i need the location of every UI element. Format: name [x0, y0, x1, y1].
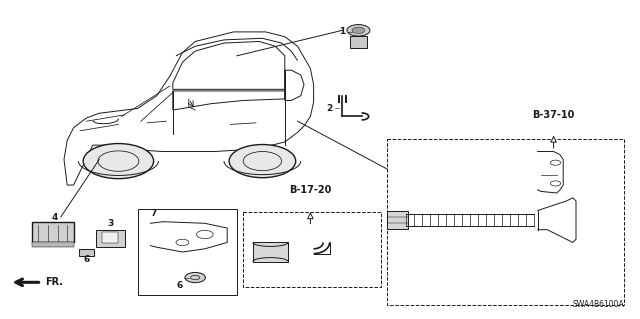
Bar [350, 36, 367, 48]
Circle shape [352, 27, 365, 33]
Bar [96, 230, 125, 247]
Text: SWA4B6100A: SWA4B6100A [572, 300, 624, 309]
Bar [32, 222, 74, 242]
Circle shape [229, 145, 296, 178]
Circle shape [83, 144, 154, 179]
Text: 4: 4 [51, 213, 58, 222]
Text: 1: 1 [339, 27, 346, 36]
Bar [387, 139, 624, 305]
Bar [243, 212, 381, 287]
Text: FR.: FR. [45, 277, 63, 287]
Text: 6: 6 [176, 281, 182, 290]
Text: 2: 2 [326, 104, 333, 113]
Text: 3: 3 [108, 219, 114, 228]
Bar [79, 249, 94, 256]
Bar [138, 209, 237, 295]
Circle shape [347, 25, 370, 36]
Text: B-37-10: B-37-10 [532, 110, 575, 120]
Circle shape [185, 272, 205, 283]
Bar [32, 242, 74, 247]
Text: 6: 6 [83, 256, 90, 264]
Text: 7: 7 [150, 209, 157, 218]
Text: B-17-20: B-17-20 [289, 185, 332, 195]
Bar [387, 211, 408, 229]
Bar [253, 242, 288, 262]
Bar [102, 232, 118, 243]
